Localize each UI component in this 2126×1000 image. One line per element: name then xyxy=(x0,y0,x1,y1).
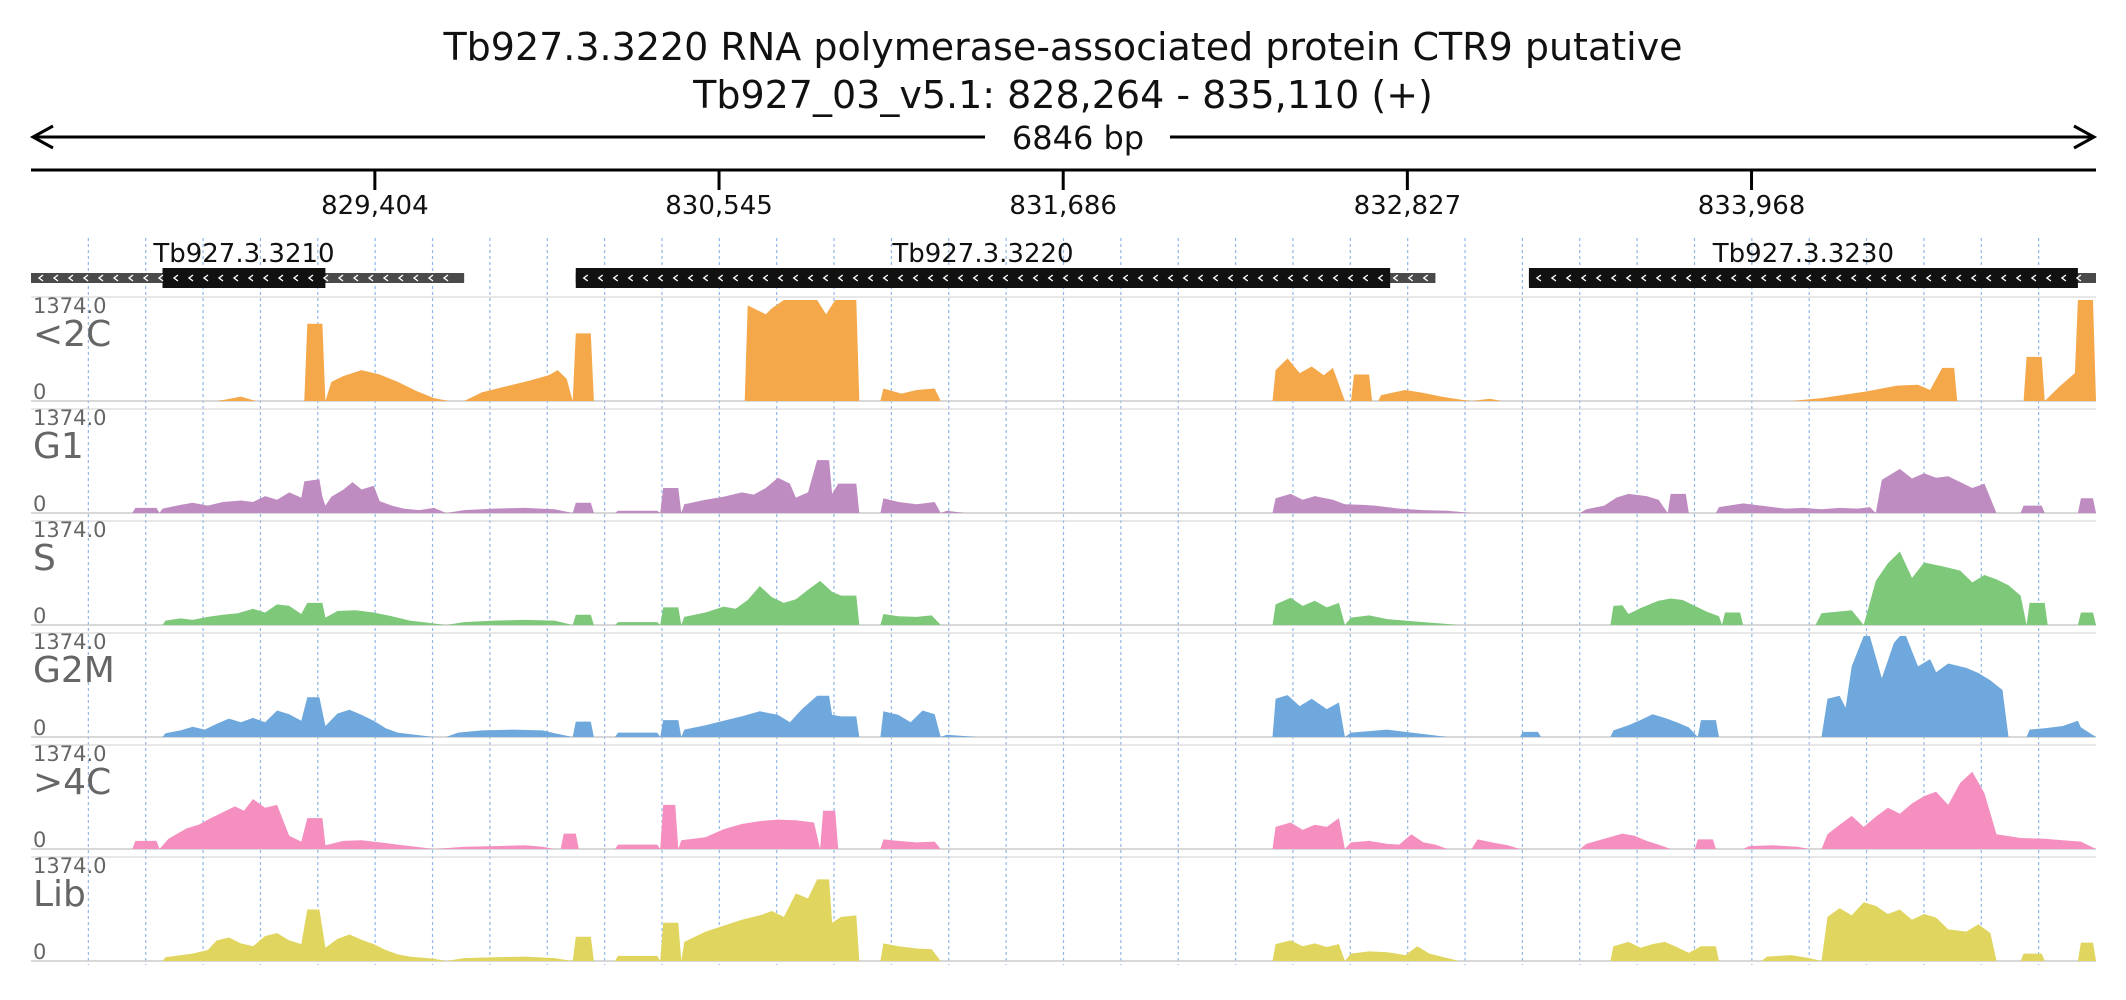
axis-tick-label: 832,827 xyxy=(1354,191,1462,221)
track-name: Lib xyxy=(33,874,86,915)
span-label: 6846 bp xyxy=(1012,119,1144,157)
chart-title: Tb927.3.3220 RNA polymerase-associated p… xyxy=(443,25,1683,69)
gene-cds xyxy=(162,268,326,288)
chart-subtitle: Tb927_03_v5.1: 828,264 - 835,110 (+) xyxy=(693,73,1433,117)
axis-tick-label: 833,968 xyxy=(1698,191,1806,221)
coverage-track: 1374.0S 0 xyxy=(31,518,2096,628)
track-ymax-label: 1374.0 xyxy=(33,518,106,542)
track-name: >4C xyxy=(33,762,111,803)
track-ymax-label: 1374.0 xyxy=(33,630,106,654)
coverage-area xyxy=(31,636,2096,737)
span-arrow-left xyxy=(29,124,54,150)
coverage-track: 1374.0G1 0 xyxy=(31,406,2096,516)
gene-label: Tb927.3.3210 xyxy=(152,239,334,269)
track-ymin-label: 0 xyxy=(33,940,46,964)
track-ymin-label: 0 xyxy=(33,492,46,516)
axis-tick-label: 831,686 xyxy=(1009,191,1117,221)
track-ymax-label: 1374.0 xyxy=(33,406,106,430)
track-ymax-label: 1374.0 xyxy=(33,742,106,766)
track-name: G2M xyxy=(33,650,115,691)
gene-track: Tb927.3.3210 Tb927.3.3220 Tb927.3.3230 xyxy=(31,239,2096,288)
gene-label: Tb927.3.3230 xyxy=(1712,239,1894,269)
coordinate-axis: 829,404 830,545 831,686 832,827 833,968 xyxy=(31,168,2096,221)
coverage-track: 1374.0<2C 0 xyxy=(31,294,2096,404)
coverage-tracks: 1374.0<2C01374.0G101374.0S01374.0G2M0137… xyxy=(31,294,2096,964)
grid-lines xyxy=(87,238,2040,965)
track-name: <2C xyxy=(33,314,111,355)
coverage-area xyxy=(31,771,2096,849)
gene-strand-arrows xyxy=(37,274,449,282)
gene-strand-arrows xyxy=(1535,274,2082,282)
track-ymin-label: 0 xyxy=(33,716,46,740)
coverage-area xyxy=(31,551,2096,625)
track-ymin-label: 0 xyxy=(33,380,46,404)
gene-label: Tb927.3.3220 xyxy=(891,239,1073,269)
track-name: S xyxy=(33,538,56,579)
gene-cds xyxy=(575,268,1391,288)
gene-strand-arrows xyxy=(582,274,1429,282)
track-ymax-label: 1374.0 xyxy=(33,294,106,318)
span-scale: 6846 bp xyxy=(29,119,2098,157)
track-name: G1 xyxy=(33,426,84,467)
coverage-area xyxy=(31,460,2096,513)
axis-tick-label: 829,404 xyxy=(321,191,429,221)
track-ymax-label: 1374.0 xyxy=(33,854,106,878)
coverage-track: 1374.0>4C 0 xyxy=(31,742,2096,852)
span-arrow-right xyxy=(2073,124,2098,150)
track-ymin-label: 0 xyxy=(33,828,46,852)
track-ymin-label: 0 xyxy=(33,604,46,628)
coverage-area xyxy=(31,300,2096,401)
axis-tick-label: 830,545 xyxy=(665,191,773,221)
gene-cds xyxy=(1528,268,2078,288)
coverage-area xyxy=(31,879,2096,961)
